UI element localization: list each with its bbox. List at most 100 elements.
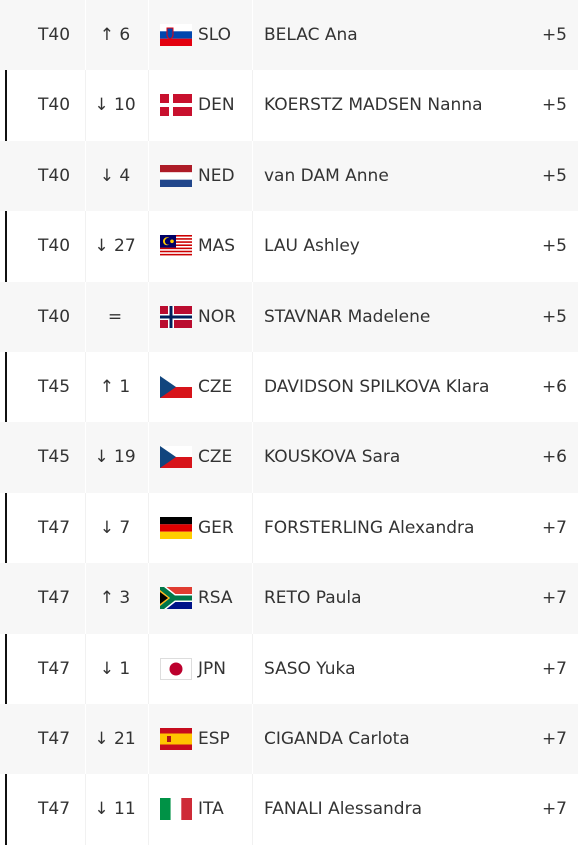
column-separator [252,140,253,212]
column-separator [85,281,86,352]
country-code: DEN [198,95,235,116]
country-flag [160,516,192,539]
position-change: ↓ 21 [94,728,136,749]
country-flag [160,727,192,750]
country-flag [160,446,192,469]
column-separator [252,70,253,141]
position-change: = [107,306,123,327]
position: T40 [38,236,71,257]
leaderboard-row: T40 = NOR STAVNAR Madelene +5 [0,281,578,352]
country-code: NOR [198,306,236,327]
column-separator [252,774,253,845]
player-name: RETO Paula [264,588,362,609]
position-change: ↓ 27 [94,236,136,257]
score: +5 [541,165,567,186]
position: T45 [38,447,71,468]
position: T47 [38,517,71,538]
leaderboard-row: T40 ↓ 10 DEN KOERSTZ MADSEN Nanna +5 [5,70,578,141]
leaderboard-row: T40 ↑ 6 SLO BELAC Ana +5 [0,0,578,71]
player-name: KOUSKOVA Sara [264,447,401,468]
column-separator [252,351,253,423]
country-flag [160,375,192,398]
player-name: FANALI Alessandra [264,799,422,820]
leaderboard-row: T47 ↓ 7 GER FORSTERLING Alexandra +7 [5,492,578,564]
position-change: ↑ 3 [99,588,131,609]
position-change: ↑ 6 [99,25,131,45]
column-separator [252,563,253,634]
leaderboard-row: T45 ↑ 1 CZE DAVIDSON SPILKOVA Klara +6 [5,351,578,423]
column-separator [148,422,149,493]
column-separator [148,351,149,423]
position: T47 [38,728,71,749]
position-change: ↓ 1 [99,658,131,679]
leaderboard-row: T47 ↑ 3 RSA RETO Paula +7 [0,563,578,634]
leaderboard-row: T40 ↓ 4 NED van DAM Anne +5 [0,140,578,212]
score: +7 [541,588,567,609]
leaderboard-row: T47 ↓ 1 JPN SASO Yuka +7 [5,633,578,704]
position: T40 [38,95,71,116]
score: +6 [541,376,567,397]
country-code: CZE [198,376,233,397]
country-flag [160,164,192,187]
player-name: SASO Yuka [264,658,356,679]
column-separator [85,351,86,423]
leaderboard-row: T40 ↓ 27 MAS LAU Ashley +5 [5,211,578,282]
position: T47 [38,588,71,609]
position: T47 [38,799,71,820]
position-change: ↓ 10 [94,95,136,116]
score: +6 [541,447,567,468]
column-separator [85,774,86,845]
position: T45 [38,376,71,397]
score: +7 [541,799,567,820]
column-separator [252,633,253,704]
player-name: CIGANDA Carlota [264,728,410,749]
column-separator [148,140,149,212]
column-separator [252,281,253,352]
country-code: ESP [198,728,230,749]
leaderboard-row: T47 ↓ 21 ESP CIGANDA Carlota +7 [0,703,578,775]
player-name: BELAC Ana [264,25,358,45]
score: +7 [541,658,567,679]
player-name: STAVNAR Madelene [264,306,431,327]
country-code: RSA [198,588,233,609]
column-separator [85,422,86,493]
column-separator [252,492,253,564]
column-separator [85,563,86,634]
score: +7 [541,517,567,538]
leaderboard-row: T47 ↓ 11 ITA FANALI Alessandra +7 [5,774,578,845]
column-separator [85,703,86,775]
column-separator [148,492,149,564]
position: T40 [38,25,71,45]
score: +5 [541,95,567,116]
column-separator [252,422,253,493]
country-code: GER [198,517,234,538]
player-name: van DAM Anne [264,165,389,186]
country-flag [160,305,192,328]
country-code: SLO [198,25,232,45]
position-change: ↑ 1 [99,376,131,397]
country-flag [160,235,192,258]
position-change: ↓ 11 [94,799,136,820]
country-code: CZE [198,447,233,468]
country-code: NED [198,165,235,186]
score: +5 [541,236,567,257]
player-name: KOERSTZ MADSEN Nanna [264,95,483,116]
column-separator [85,211,86,282]
country-code: ITA [198,799,224,820]
country-flag [160,94,192,117]
country-flag [160,24,192,46]
column-separator [148,281,149,352]
country-flag [160,587,192,610]
column-separator [85,0,86,71]
column-separator [148,703,149,775]
column-separator [252,703,253,775]
player-name: FORSTERLING Alexandra [264,517,475,538]
column-separator [148,211,149,282]
position: T47 [38,658,71,679]
column-separator [252,211,253,282]
country-flag [160,657,192,680]
column-separator [85,492,86,564]
player-name: DAVIDSON SPILKOVA Klara [264,376,490,397]
position: T40 [38,165,71,186]
country-code: JPN [198,658,226,679]
